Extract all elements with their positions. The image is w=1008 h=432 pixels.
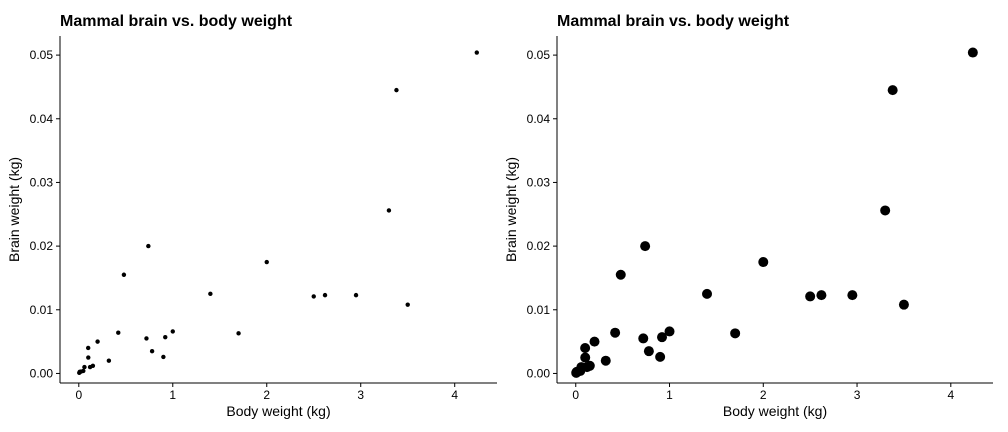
data-point [95,339,100,344]
data-point [580,352,591,363]
x-tick-label: 3 [854,388,861,402]
data-point [584,360,595,371]
x-axis: 0 1 2 3 4 [557,382,993,402]
data-point [322,292,328,298]
data-point [615,269,626,280]
x-tick-label: 2 [263,388,270,402]
data-point [816,290,827,301]
data-point [657,332,668,343]
x-tick-label: 1 [666,388,673,402]
x-tick-label: 4 [947,388,954,402]
y-tick-label: 0.04 [527,112,551,126]
x-tick-label: 3 [357,388,364,402]
data-point [353,292,359,298]
x-axis: 0 1 2 3 4 [60,382,497,402]
data-point [643,346,654,357]
data-points [77,50,479,376]
data-point [163,334,168,340]
data-points [571,47,978,378]
y-tick-label: 0.03 [30,175,54,189]
x-axis-label: Body weight (kg) [723,403,827,419]
data-point [610,327,621,338]
y-tick-label: 0.00 [527,366,551,380]
data-point [90,363,96,369]
scatter-chart-right: Mammal brain vs. body weight 0.000.010.0… [503,13,993,419]
chart-title: Mammal brain vs. body weight [557,13,790,30]
data-point [474,50,479,55]
data-point [805,291,816,302]
data-point [144,336,149,341]
chart-title: Mammal brain vs. body weight [60,13,293,30]
y-tick-label: 0.02 [30,239,54,253]
data-point [967,47,978,58]
x-tick-label: 0 [75,388,82,402]
x-tick-label: 0 [572,388,579,402]
data-point [655,351,666,362]
y-axis: 0.00 0.01 0.02 0.03 0.04 0.05 [30,36,61,383]
data-point [638,333,649,344]
data-point [170,329,175,334]
data-point [405,302,410,307]
data-point [702,288,713,299]
data-point [208,291,213,297]
y-tick-label: 0.01 [30,303,54,317]
x-axis-label: Body weight (kg) [226,403,330,419]
y-tick-label: 0.01 [527,303,551,317]
data-point [887,85,898,96]
data-point [82,364,87,370]
data-point [730,328,741,339]
data-point [264,259,269,265]
y-tick-label: 0.05 [527,48,551,62]
data-point [898,299,909,310]
data-point [116,330,121,335]
data-point [106,358,112,363]
y-tick-label: 0.04 [30,112,54,126]
data-point [758,257,769,268]
data-point [146,243,151,249]
y-tick-label: 0.05 [30,48,54,62]
data-point [880,205,891,216]
x-tick-label: 2 [760,388,767,402]
data-point [664,326,675,337]
data-point [394,87,399,93]
data-point [81,368,86,374]
data-point [161,354,166,360]
data-point [236,331,241,336]
data-point [86,355,91,360]
data-point [85,345,91,351]
y-tick-label: 0.02 [527,239,551,253]
y-axis-label: Brain weight (kg) [6,157,22,262]
y-tick-label: 0.00 [30,366,54,380]
y-axis-label: Brain weight (kg) [503,157,519,262]
data-point [640,241,651,252]
y-axis: 0.00 0.01 0.02 0.03 0.04 0.05 [527,36,558,383]
scatter-chart-left: Mammal brain vs. body weight 0.000.010.0… [6,13,497,419]
data-point [600,355,611,366]
data-point [589,336,600,347]
data-point [847,290,858,301]
data-point [386,208,392,213]
data-point [149,348,155,354]
data-point [121,272,127,277]
data-point [580,342,591,353]
y-tick-label: 0.03 [527,175,551,189]
x-tick-label: 4 [451,388,458,402]
x-tick-label: 1 [169,388,176,402]
data-point [311,294,316,299]
